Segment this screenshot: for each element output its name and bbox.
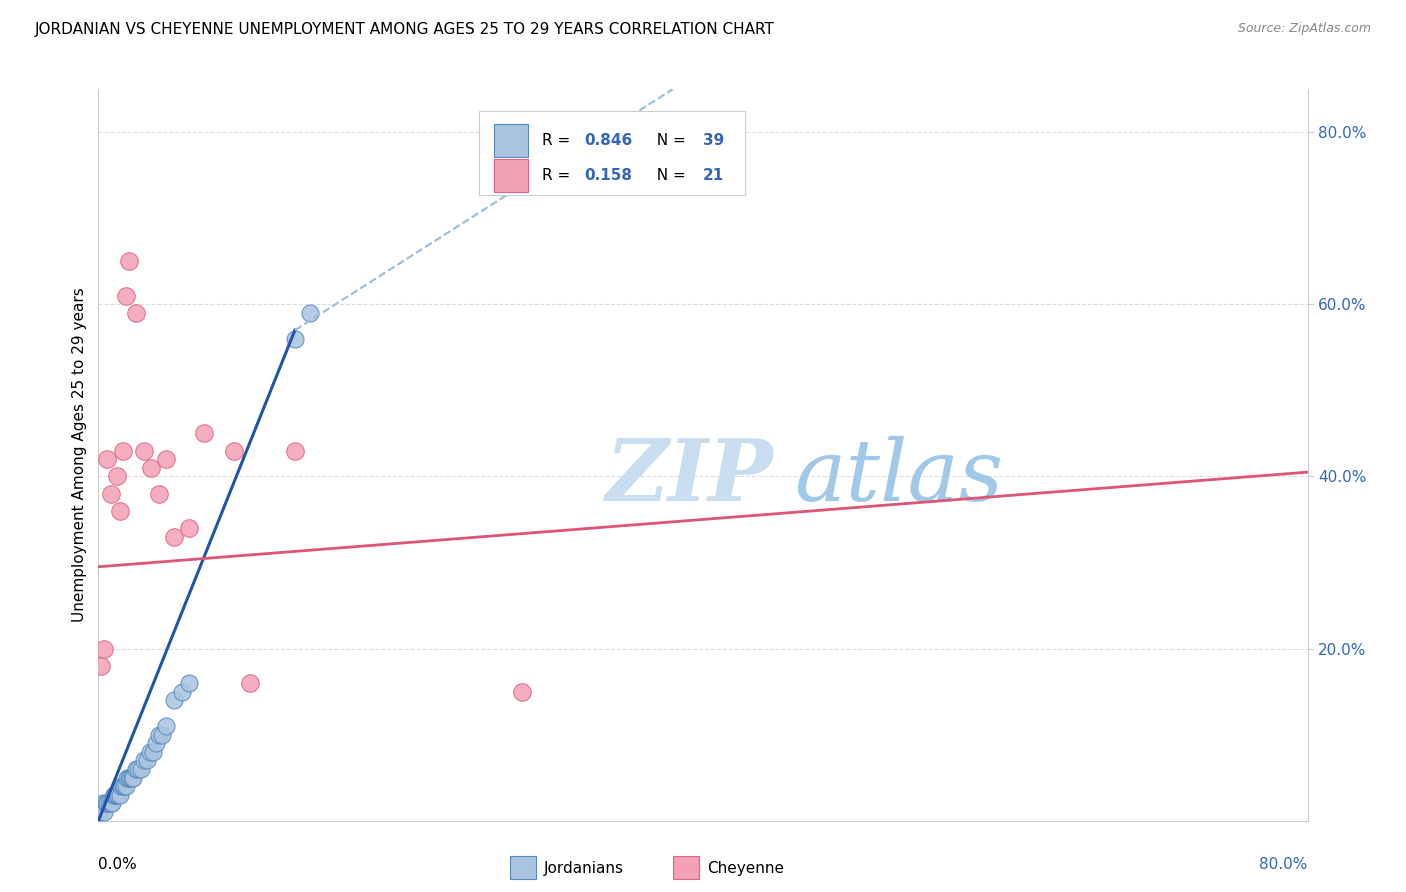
Point: [299, 306, 322, 320]
Text: R =: R =: [543, 133, 575, 148]
Point: [91, 797, 114, 811]
Text: N =: N =: [647, 168, 690, 183]
Point: [135, 753, 157, 767]
Point: [108, 788, 131, 802]
Point: [132, 753, 155, 767]
Text: Source: ZipAtlas.com: Source: ZipAtlas.com: [1237, 22, 1371, 36]
Point: [125, 762, 148, 776]
FancyBboxPatch shape: [479, 112, 745, 195]
Text: 0.0%: 0.0%: [98, 857, 138, 872]
Point: [122, 771, 145, 785]
Point: [155, 719, 177, 733]
Point: [104, 788, 127, 802]
Point: [105, 788, 128, 802]
Point: [114, 289, 136, 303]
Point: [163, 530, 186, 544]
Point: [101, 797, 124, 811]
Text: atlas: atlas: [793, 435, 1002, 518]
Point: [96, 452, 118, 467]
Point: [111, 443, 134, 458]
Text: 80.0%: 80.0%: [1260, 857, 1308, 872]
Point: [105, 469, 128, 483]
Point: [179, 521, 201, 535]
Point: [94, 797, 117, 811]
Point: [121, 771, 143, 785]
Point: [96, 797, 118, 811]
Text: Cheyenne: Cheyenne: [707, 862, 783, 877]
Point: [141, 460, 163, 475]
Point: [118, 771, 141, 785]
Point: [98, 797, 121, 811]
Point: [90, 658, 112, 673]
Text: N =: N =: [647, 133, 690, 148]
Point: [155, 452, 177, 467]
Point: [93, 805, 115, 819]
Text: ZIP: ZIP: [606, 435, 775, 518]
Text: Jordanians: Jordanians: [543, 862, 623, 877]
Point: [125, 306, 148, 320]
Text: 0.846: 0.846: [585, 133, 633, 148]
Point: [239, 676, 262, 690]
Point: [114, 779, 136, 793]
Point: [170, 684, 193, 698]
Point: [145, 736, 167, 750]
Point: [150, 728, 173, 742]
Point: [127, 762, 149, 776]
Y-axis label: Unemployment Among Ages 25 to 29 years: Unemployment Among Ages 25 to 29 years: [72, 287, 87, 623]
Text: 0.158: 0.158: [585, 168, 633, 183]
Point: [179, 676, 201, 690]
Point: [110, 779, 132, 793]
Text: 21: 21: [703, 168, 724, 183]
FancyBboxPatch shape: [494, 124, 527, 157]
Point: [120, 771, 142, 785]
Point: [89, 805, 111, 819]
Point: [139, 745, 162, 759]
Point: [129, 762, 152, 776]
Point: [142, 745, 165, 759]
Point: [112, 779, 135, 793]
Text: 39: 39: [703, 133, 724, 148]
Point: [115, 771, 138, 785]
Point: [100, 797, 122, 811]
Point: [118, 254, 141, 268]
Point: [163, 693, 186, 707]
Text: JORDANIAN VS CHEYENNE UNEMPLOYMENT AMONG AGES 25 TO 29 YEARS CORRELATION CHART: JORDANIAN VS CHEYENNE UNEMPLOYMENT AMONG…: [35, 22, 775, 37]
Text: R =: R =: [543, 168, 575, 183]
Point: [132, 443, 155, 458]
FancyBboxPatch shape: [673, 855, 699, 880]
Point: [100, 486, 122, 500]
Point: [193, 426, 215, 441]
Point: [103, 788, 125, 802]
FancyBboxPatch shape: [494, 159, 527, 192]
Point: [108, 504, 131, 518]
Point: [148, 486, 170, 500]
Point: [148, 728, 170, 742]
Point: [224, 443, 246, 458]
Point: [510, 684, 533, 698]
Point: [103, 788, 125, 802]
Point: [111, 779, 134, 793]
Point: [107, 788, 129, 802]
Point: [93, 641, 115, 656]
FancyBboxPatch shape: [509, 855, 536, 880]
Point: [284, 443, 307, 458]
Point: [284, 332, 307, 346]
